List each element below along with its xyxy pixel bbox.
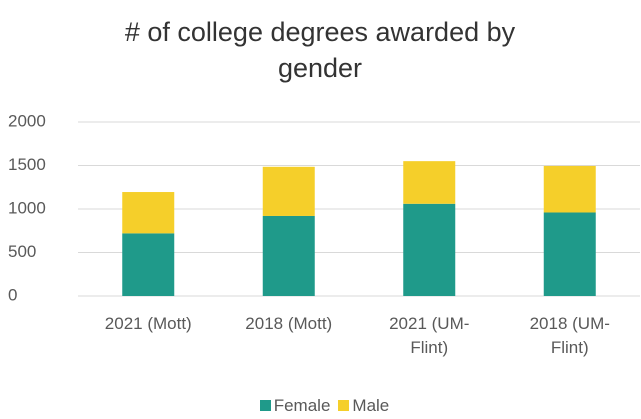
bar-segment (403, 203, 456, 296)
y-tick-label: 1500 (8, 155, 46, 174)
x-tick-label: 2021 (Mott) (104, 314, 192, 333)
legend-label: Female (273, 396, 331, 415)
bar-segment (262, 215, 315, 296)
x-tick-label: 2018 (UM-Flint) (529, 314, 610, 357)
bar-segment (403, 161, 456, 204)
bar-segment (543, 212, 596, 296)
bar-segment (543, 165, 596, 213)
y-tick-label: 2000 (8, 111, 46, 130)
bar-segment (262, 166, 315, 216)
legend: Female Male (0, 396, 641, 416)
legend-swatch (259, 400, 271, 411)
bar-segment (122, 192, 175, 234)
x-tick-label: 2021 (UM-Flint) (389, 314, 470, 357)
chart-title: # of college degrees awarded by gender (124, 17, 516, 83)
x-tick-label: 2018 (Mott) (245, 314, 333, 333)
legend-swatch (338, 400, 350, 411)
legend-label: Male (352, 396, 390, 415)
y-tick-label: 0 (8, 285, 17, 304)
y-tick-label: 1000 (8, 198, 46, 217)
y-tick-label: 500 (8, 242, 36, 261)
bar-segment (122, 233, 175, 296)
